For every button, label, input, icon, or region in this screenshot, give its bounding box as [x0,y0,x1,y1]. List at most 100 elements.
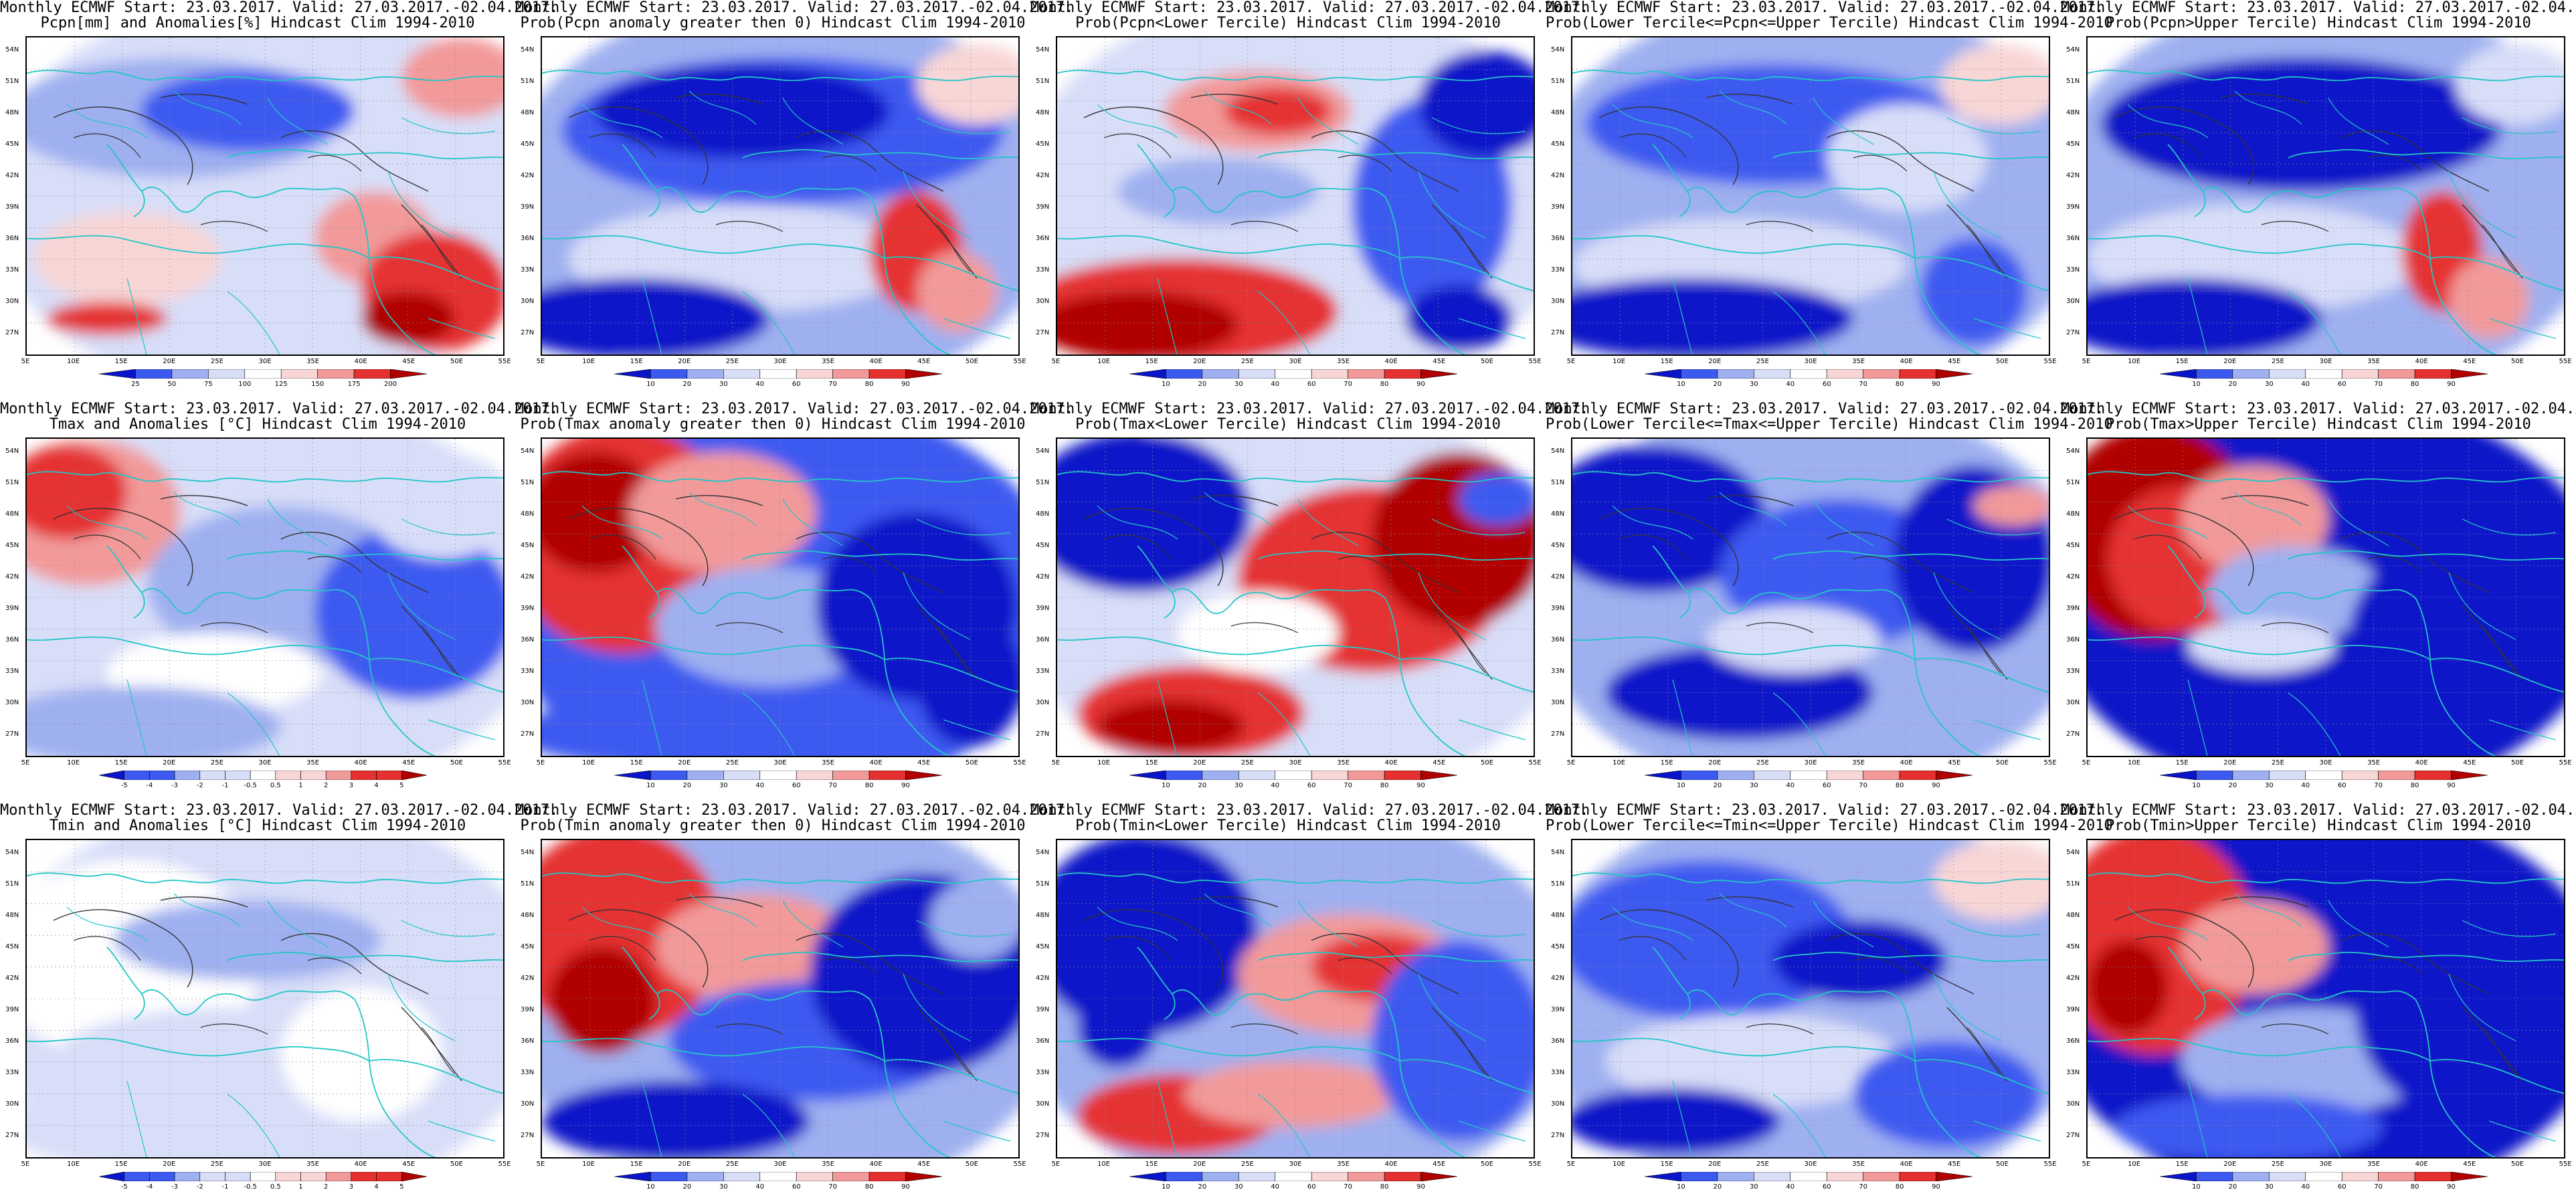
colorbar-label: 10 [646,1183,655,1191]
height-contour [1619,936,2001,1075]
longitude-tick-label: 50E [450,1161,463,1168]
colorbar-label: 90 [901,1183,910,1191]
latitude-tick-label: 42N [1551,172,1565,179]
longitude-tick-label: 50E [1480,358,1493,365]
colorbar-label: 3 [349,782,354,789]
latitude-tick-label: 51N [1036,479,1050,486]
colorbar-swatch [199,771,225,780]
longitude-tick-label: 10E [582,759,595,767]
colorbar-label: 10 [1162,1183,1170,1191]
anomaly-field-region [1117,158,1318,225]
colorbar-swatch [723,771,761,780]
colorbar-swatch [2160,771,2197,780]
map-canvas [1572,439,2049,756]
colorbar-swatch [2378,369,2415,379]
longitude-tick-label: 35E [2367,759,2381,767]
latitude-tick-label: 51N [2066,479,2080,486]
colorbar-swatch [171,369,209,379]
longitude-tick-label: 50E [2510,759,2524,767]
longitude-tick-label: 20E [1193,759,1206,767]
anomaly-field-region [27,1088,321,1157]
colorbar-swatch [1717,369,1754,379]
colorbar-label: 10 [1162,381,1170,388]
colorbar-swatch [300,1172,327,1181]
colorbar-label: -0.5 [244,782,257,789]
latitude-tick-label: 45N [2066,140,2080,148]
anomaly-field-region [2208,546,2382,639]
colorbar-swatch [1129,771,1166,780]
longitude-tick-label: 45E [917,1161,931,1168]
colorbar-swatch [300,771,327,780]
longitude-tick-label: 5E [2082,1161,2091,1168]
longitude-tick-label: 30E [1289,759,1302,767]
longitude-tick-label: 45E [402,1161,416,1168]
country-border [1612,492,2041,756]
colorbar-label: 80 [1895,782,1904,789]
country-border [2127,90,2557,355]
latitude-tick-label: 48N [2066,912,2080,919]
longitude-tick-label: 55E [498,358,511,365]
longitude-tick-label: 40E [869,1161,883,1168]
latitude-tick-label: 33N [1551,668,1565,675]
colorbar-label: 20 [682,381,692,388]
longitude-tick-label: 15E [2175,759,2189,767]
latitude-tick-label: 30N [1551,1100,1565,1108]
colorbar-swatch [351,771,377,780]
anomaly-field-region [1057,840,1258,1034]
latitude-tick-label: 45N [5,140,19,148]
colorbar-swatch [199,1172,225,1181]
colorbar [1129,771,1457,780]
coastline [542,471,1018,756]
latitude-tick-label: 36N [2066,235,2080,242]
colorbar-swatch [124,771,150,780]
latitude-tick-label: 51N [2066,78,2080,85]
latitude-tick-label: 45N [1036,943,1050,950]
latitude-tick-label: 42N [5,975,19,982]
colorbar-swatch [832,771,870,780]
forecast-map [1056,36,1535,356]
longitude-tick-label: 55E [2559,1161,2572,1168]
longitude-tick-label: 45E [1433,358,1446,365]
colorbar-label: 70 [1344,381,1353,388]
longitude-tick-label: 5E [2082,759,2091,767]
colorbar-swatch [1863,1172,1900,1181]
anomaly-field-region [1934,840,2049,920]
colorbar-label: 0.5 [270,1183,281,1191]
colorbar-label: 30 [1234,782,1243,789]
height-contour [588,534,971,674]
colorbar-swatch [99,771,124,780]
longitude-tick-label: 30E [1804,1161,1817,1168]
country-border [2127,492,2557,756]
colorbar-swatch [1863,771,1900,780]
map-panel: Monthly ECMWF Start: 23.03.2017. Valid: … [1030,401,1588,803]
panel-title-line2: Prob(Lower Tercile<=Tmax<=Upper Tercile)… [1546,416,2113,433]
forecast-map [1571,437,2050,757]
latitude-tick-label: 45N [1551,943,1565,950]
longitude-tick-label: 45E [917,358,931,365]
latitude-tick-label: 33N [5,266,19,274]
colorbar-swatch [2232,369,2270,379]
colorbar-label: -1 [221,782,229,789]
latitude-tick-label: 42N [521,172,535,179]
panel-title-line1: Monthly ECMWF Start: 23.03.2017. Valid: … [1546,0,2104,16]
colorbar-swatch [2196,369,2233,379]
longitude-tick-label: 20E [2223,759,2237,767]
anomaly-field-region [2355,900,2564,1114]
map-canvas [1057,439,1534,756]
longitude-tick-label: 25E [210,1161,223,1168]
anomaly-field-region [33,211,221,305]
colorbar-label: 90 [901,782,910,789]
longitude-tick-label: 35E [306,759,320,767]
longitude-tick-label: 55E [2559,358,2572,365]
longitude-tick-label: 15E [1660,759,1673,767]
colorbar-label: 60 [2337,782,2347,789]
longitude-tick-label: 20E [678,1161,691,1168]
forecast-map [2086,36,2565,356]
panel-title-line1: Monthly ECMWF Start: 23.03.2017. Valid: … [2061,0,2576,16]
colorbar-label: 10 [2192,381,2201,388]
latitude-tick-label: 39N [2066,203,2080,211]
height-contour [1083,94,1493,279]
panel-title-line1: Monthly ECMWF Start: 23.03.2017. Valid: … [1030,802,1589,819]
colorbar-swatch [905,771,942,780]
panel-title-line1: Monthly ECMWF Start: 23.03.2017. Valid: … [2061,802,2576,819]
